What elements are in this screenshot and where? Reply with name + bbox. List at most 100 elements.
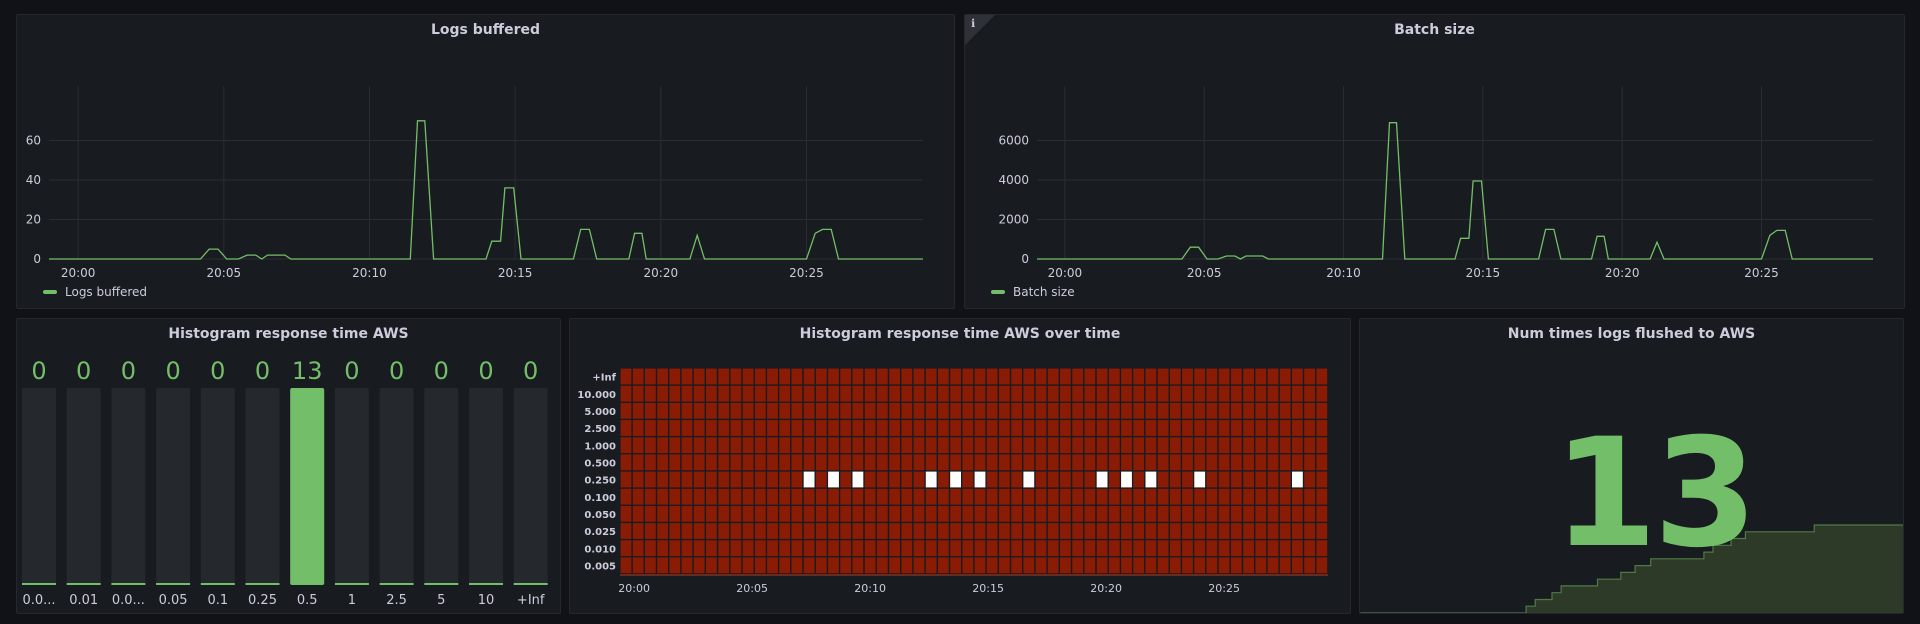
heatmap-cell <box>999 368 1010 385</box>
heatmap-cell <box>913 385 925 402</box>
heatmap-cell <box>1279 488 1291 505</box>
heatmap-cell-active <box>1096 471 1108 488</box>
heatmap-cell <box>767 402 778 419</box>
heatmap-cell <box>815 523 827 539</box>
heatmap-cell <box>632 420 644 436</box>
legend-item[interactable]: Batch size <box>991 285 1075 299</box>
heatmap-cell <box>852 540 864 557</box>
heatmap-cell <box>999 488 1010 505</box>
heatmap-cell <box>840 454 852 471</box>
heatmap-cell <box>632 385 644 402</box>
heatmap-cell <box>803 437 815 454</box>
x-tick-label: 20:10 <box>352 266 387 280</box>
panel-title[interactable]: Logs buffered <box>430 22 540 38</box>
histogram-panel[interactable]: Histogram response time AWS 0 0.0... 0 0.01… <box>16 318 561 614</box>
bar <box>245 583 280 585</box>
heatmap-cell <box>1060 505 1071 522</box>
heatmap-cell <box>1145 402 1157 419</box>
heatmap-cell <box>1060 402 1071 419</box>
heatmap-cell <box>1108 385 1120 402</box>
heatmap-cell <box>1023 540 1035 557</box>
heatmap-cell <box>1157 368 1169 385</box>
heatmap-cell <box>1267 523 1279 539</box>
batch-size-panel[interactable]: ℹ Batch size 0 2000 4000 6000 20:00 20:05 20:1… <box>964 14 1905 309</box>
heatmap-cell <box>1243 505 1254 522</box>
bar <box>513 583 548 585</box>
category-label: +Inf <box>517 593 545 608</box>
heatmap-cell-active <box>1121 471 1132 488</box>
heatmap-cell <box>1169 402 1181 419</box>
heatmap-cell <box>767 454 778 471</box>
heatmap-cell <box>1194 540 1206 557</box>
heatmap-cell <box>974 454 986 471</box>
heatmap-cell <box>925 454 937 471</box>
panel-title[interactable]: Num times logs flushed to AWS <box>1507 326 1756 342</box>
heatmap-cell <box>1145 505 1157 522</box>
panel-title[interactable]: Batch size <box>1394 22 1475 38</box>
logs-buffered-panel[interactable]: Logs buffered 0 20 40 60 20:00 20:05 20:10 20:1… <box>16 14 955 309</box>
heatmap-cell <box>962 385 974 402</box>
panel-info-corner[interactable] <box>965 15 995 45</box>
heatmap-cell <box>706 437 717 454</box>
heatmap-cell <box>730 437 742 454</box>
heatmap-cell <box>645 540 656 557</box>
heatmap-cell <box>938 540 949 557</box>
heatmap-cell <box>1194 523 1206 539</box>
heatmap-cell <box>669 385 681 402</box>
heatmap-cell <box>1011 488 1022 505</box>
heatmap-cell <box>779 505 791 522</box>
heatmap-cell <box>1194 385 1206 402</box>
heatmap-cell <box>828 523 839 539</box>
heatmap-cell <box>1182 437 1193 454</box>
heatmap-panel[interactable]: Histogram response time AWS over time +I… <box>569 318 1351 614</box>
heatmap-cell <box>657 523 668 539</box>
heatmap-cell <box>730 523 742 539</box>
heatmap-cell <box>779 385 791 402</box>
heatmap-chart[interactable]: +Inf 10.000 5.000 2.500 1.000 0.500 0.250 0.100… <box>570 319 1352 615</box>
heatmap-cell <box>1145 437 1157 454</box>
heatmap-cell <box>1182 523 1193 539</box>
heatmap-cell <box>1023 385 1035 402</box>
heatmap-cell <box>1145 368 1157 385</box>
heatmap-cell <box>1157 523 1169 539</box>
heatmap-cell <box>1108 471 1120 488</box>
heatmap-cell <box>657 402 668 419</box>
heatmap-cell <box>852 454 864 471</box>
heatmap-cell <box>1255 437 1267 454</box>
heatmap-cell <box>1084 454 1096 471</box>
heatmap-cell <box>657 471 668 488</box>
heatmap-cell <box>1084 402 1096 419</box>
heatmap-cell <box>1267 385 1279 402</box>
heatmap-cell <box>925 540 937 557</box>
heatmap-cell <box>681 471 693 488</box>
heatmap-cell <box>840 488 852 505</box>
heatmap-cell <box>669 471 681 488</box>
heatmap-cell <box>1145 523 1157 539</box>
heatmap-cell <box>1267 471 1279 488</box>
panel-title[interactable]: Histogram response time AWS over time <box>799 326 1121 342</box>
panel-title[interactable]: Histogram response time AWS <box>168 326 409 342</box>
heatmap-cell <box>889 540 900 557</box>
heatmap-cell <box>1157 505 1169 522</box>
heatmap-cell <box>681 505 693 522</box>
heatmap-cell <box>1121 420 1132 436</box>
logs-buffered-chart[interactable]: 0 20 40 60 20:00 20:05 20:10 20:15 20:20 20:25 <box>17 15 956 310</box>
flushes-stat-panel[interactable]: Num times logs flushed to AWS 13 <box>1359 318 1904 614</box>
heatmap-cell <box>1121 488 1132 505</box>
heatmap-cell <box>632 505 644 522</box>
legend-item[interactable]: Logs buffered <box>43 285 147 299</box>
info-icon[interactable]: ℹ <box>971 17 976 30</box>
batch-size-chart[interactable]: 0 2000 4000 6000 20:00 20:05 20:10 20:15 20:20 20… <box>965 15 1906 310</box>
heatmap-cell <box>657 488 668 505</box>
heatmap-cell <box>889 420 900 436</box>
heatmap-cell <box>1096 488 1108 505</box>
heatmap-cell <box>950 523 961 539</box>
heatmap-cell <box>1096 454 1108 471</box>
heatmap-cell <box>1011 420 1022 436</box>
x-tick-label: 20:15 <box>498 266 533 280</box>
histogram-bar-gauge[interactable]: 0 0.0... 0 0.01 0 0.0... 0 0.05 0 0.1 0 0.25 13 0.5 0 1… <box>17 319 562 615</box>
heatmap-cell <box>1218 385 1230 402</box>
heatmap-cell <box>901 540 913 557</box>
heatmap-cell <box>1096 385 1108 402</box>
heatmap-cell <box>925 488 937 505</box>
